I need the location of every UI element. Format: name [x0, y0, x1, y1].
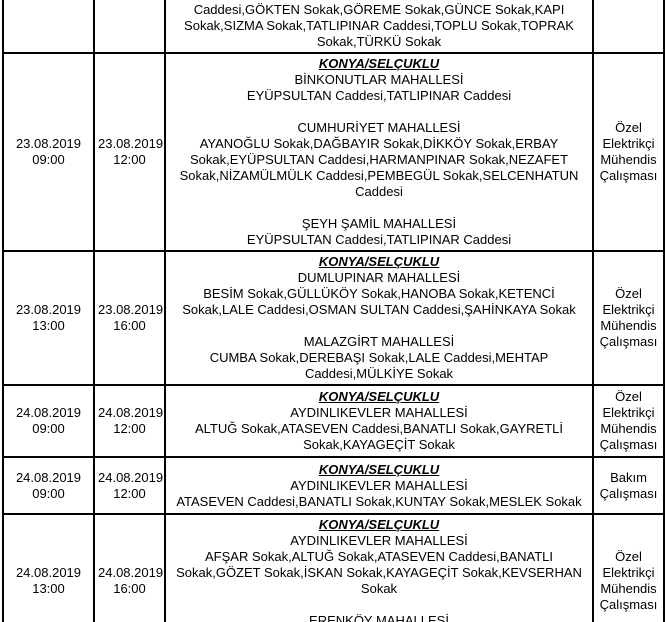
- street-list: Caddesi,GÖKTEN Sokak,GÖREME Sokak,GÜNCE …: [184, 2, 574, 49]
- start-time: 09:00: [32, 485, 65, 501]
- district-group: MALAZGİRT MAHALLESİ CUMBA Sokak,DEREBAŞI…: [169, 334, 589, 382]
- start-time: 13:00: [32, 581, 65, 596]
- street-list: BESİM Sokak,GÜLLÜKÖY Sokak,HANOBA Sokak,…: [182, 286, 576, 317]
- table-row: 23.08.2019 13:00 23.08.2019 16:00 KONYA/…: [2, 250, 665, 386]
- start-date: 23.08.2019: [15, 302, 82, 317]
- district-group: ERENKÖY MAHALLESİ SEYİT EMRE Sokak: [169, 613, 589, 622]
- end-cell: 23.08.2019 16:00: [93, 250, 166, 386]
- district-group: DUMLUPINAR MAHALLESİ BESİM Sokak,GÜLLÜKÖ…: [169, 270, 589, 318]
- district-name: BİNKONUTLAR MAHALLESİ: [294, 72, 464, 87]
- start-date: 23.08.2019: [15, 136, 82, 151]
- district-name: AYDINLIKEVLER MAHALLESİ: [290, 533, 468, 548]
- start-date: 24.08.2019: [15, 469, 82, 485]
- district-group: CUMHURİYET MAHALLESİ AYANOĞLU Sokak,DAĞB…: [169, 120, 589, 200]
- street-list: EYÜPSULTAN Caddesi,TATLIPINAR Caddesi: [246, 88, 512, 103]
- district-name: CUMHURİYET MAHALLESİ: [297, 120, 461, 135]
- district-group: ŞEYH ŞAMİL MAHALLESİ EYÜPSULTAN Caddesi,…: [169, 216, 589, 248]
- start-cell: 24.08.2019 09:00: [2, 456, 95, 515]
- end-date: 23.08.2019: [98, 136, 164, 151]
- district-group: AYDINLIKEVLER MAHALLESİ AFŞAR Sokak,ALTU…: [169, 533, 589, 597]
- street-list: ALTUĞ Sokak,ATASEVEN Caddesi,BANATLI Sok…: [195, 421, 563, 452]
- work-cell: Bakım Çalışması: [592, 456, 665, 515]
- end-time: 16:00: [113, 581, 146, 596]
- work-cell: Özel Elektrikçi Mühendis Çalışması: [592, 52, 665, 252]
- city-header: KONYA/SELÇUKLU: [318, 254, 440, 269]
- district-name: ŞEYH ŞAMİL MAHALLESİ: [301, 216, 457, 231]
- end-cell: [93, 0, 166, 54]
- work-type: Özel Elektrikçi Mühendis Çalışması: [599, 389, 658, 452]
- area-cell: Caddesi,GÖKTEN Sokak,GÖREME Sokak,GÜNCE …: [164, 0, 594, 54]
- end-date: 23.08.2019: [98, 302, 164, 317]
- area-cell: KONYA/SELÇUKLU AYDINLIKEVLER MAHALLESİ A…: [164, 513, 594, 622]
- district-name: ERENKÖY MAHALLESİ: [309, 613, 449, 622]
- street-list: AYANOĞLU Sokak,DAĞBAYIR Sokak,DİKKÖY Sok…: [179, 136, 579, 199]
- start-cell: [2, 0, 95, 54]
- end-time: 12:00: [113, 421, 146, 436]
- street-list: ATASEVEN Caddesi,BANATLI Sokak,KUNTAY So…: [176, 493, 582, 509]
- start-cell: 24.08.2019 09:00: [2, 384, 95, 458]
- district-name: AYDINLIKEVLER MAHALLESİ: [290, 405, 468, 420]
- start-cell: 24.08.2019 13:00: [2, 513, 95, 622]
- start-time: 13:00: [32, 318, 65, 333]
- end-time: 12:00: [113, 152, 146, 167]
- district-group: AYDINLIKEVLER MAHALLESİ ATASEVEN Caddesi…: [169, 478, 589, 510]
- table-row: 23.08.2019 09:00 23.08.2019 12:00 KONYA/…: [2, 52, 665, 252]
- end-cell: 24.08.2019 16:00: [93, 513, 166, 622]
- start-time: 09:00: [32, 152, 65, 167]
- end-time: 16:00: [113, 318, 146, 333]
- table-row: 24.08.2019 09:00 24.08.2019 12:00 KONYA/…: [2, 384, 665, 458]
- district-name: MALAZGİRT MAHALLESİ: [303, 334, 455, 349]
- area-cell: KONYA/SELÇUKLU DUMLUPINAR MAHALLESİ BESİ…: [164, 250, 594, 386]
- street-list: CUMBA Sokak,DEREBAŞI Sokak,LALE Caddesi,…: [209, 350, 549, 381]
- end-date: 24.08.2019: [98, 565, 164, 580]
- street-list: EYÜPSULTAN Caddesi,TATLIPINAR Caddesi: [246, 232, 512, 247]
- area-cell: KONYA/SELÇUKLU AYDINLIKEVLER MAHALLESİ A…: [164, 456, 594, 515]
- end-cell: 23.08.2019 12:00: [93, 52, 166, 252]
- end-date: 24.08.2019: [98, 405, 164, 420]
- work-cell: [592, 0, 665, 54]
- street-list: AFŞAR Sokak,ALTUĞ Sokak,ATASEVEN Caddesi…: [176, 549, 582, 596]
- work-type: Bakım Çalışması: [599, 469, 658, 501]
- city-header: KONYA/SELÇUKLU: [318, 517, 440, 532]
- end-date: 24.08.2019: [98, 469, 164, 485]
- start-cell: 23.08.2019 13:00: [2, 250, 95, 386]
- work-type: Özel Elektrikçi Mühendis Çalışması: [599, 286, 658, 349]
- area-cell: KONYA/SELÇUKLU AYDINLIKEVLER MAHALLESİ A…: [164, 384, 594, 458]
- start-date: 24.08.2019: [15, 565, 82, 580]
- area-cell: KONYA/SELÇUKLU BİNKONUTLAR MAHALLESİ EYÜ…: [164, 52, 594, 252]
- start-cell: 23.08.2019 09:00: [2, 52, 95, 252]
- city-header: KONYA/SELÇUKLU: [318, 389, 440, 404]
- work-type: Özel Elektrikçi Mühendis Çalışması: [599, 120, 658, 183]
- table-row: 24.08.2019 13:00 24.08.2019 16:00 KONYA/…: [2, 513, 665, 622]
- city-header: KONYA/SELÇUKLU: [318, 461, 440, 477]
- work-type: Özel Elektrikçi Mühendis Çalışması: [599, 549, 658, 612]
- end-cell: 24.08.2019 12:00: [93, 384, 166, 458]
- end-cell: 24.08.2019 12:00: [93, 456, 166, 515]
- work-cell: Özel Elektrikçi Mühendis Çalışması: [592, 513, 665, 622]
- district-name: DUMLUPINAR MAHALLESİ: [297, 270, 461, 285]
- district-name: AYDINLIKEVLER MAHALLESİ: [290, 477, 468, 493]
- work-cell: Özel Elektrikçi Mühendis Çalışması: [592, 384, 665, 458]
- table-row: Caddesi,GÖKTEN Sokak,GÖREME Sokak,GÜNCE …: [2, 0, 665, 54]
- district-group: AYDINLIKEVLER MAHALLESİ ALTUĞ Sokak,ATAS…: [169, 405, 589, 453]
- district-group: BİNKONUTLAR MAHALLESİ EYÜPSULTAN Caddesi…: [169, 72, 589, 104]
- city-header: KONYA/SELÇUKLU: [318, 56, 440, 71]
- start-time: 09:00: [32, 421, 65, 436]
- table-row: 24.08.2019 09:00 24.08.2019 12:00 KONYA/…: [2, 456, 665, 515]
- start-date: 24.08.2019: [15, 405, 82, 420]
- end-time: 12:00: [113, 485, 146, 501]
- work-cell: Özel Elektrikçi Mühendis Çalışması: [592, 250, 665, 386]
